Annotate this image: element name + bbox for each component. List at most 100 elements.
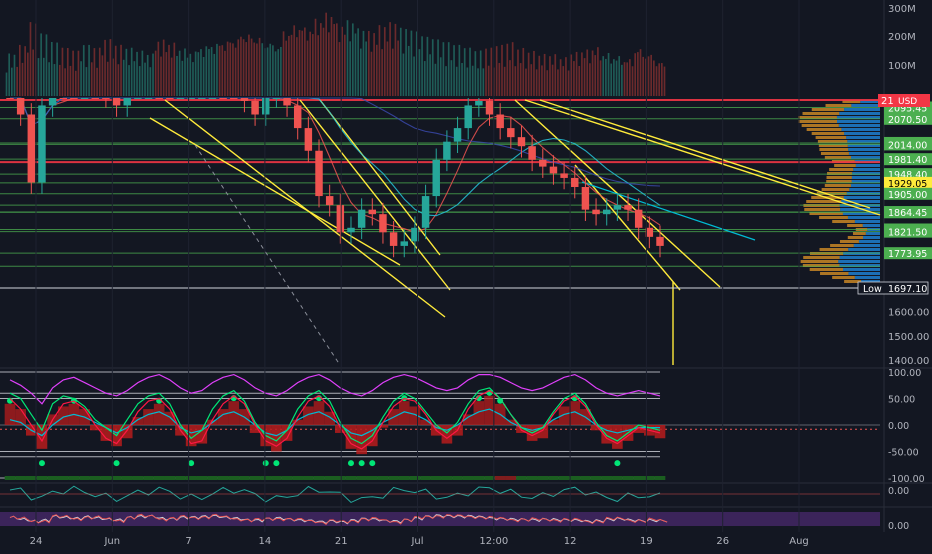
vpvr-bar-blue bbox=[846, 136, 880, 139]
horizontal-levels[interactable] bbox=[0, 99, 880, 267]
time-axis[interactable]: 24 Jun 7 14 21 Jul 12:00 12 19 26 Aug bbox=[30, 0, 809, 547]
volume-tick-label: 200M bbox=[888, 32, 916, 43]
price-level-label: 1929.05 bbox=[888, 179, 927, 190]
volume-bar bbox=[626, 62, 629, 96]
oscillator-histogram-bar bbox=[548, 419, 559, 425]
vpvr-bar-orange bbox=[809, 212, 843, 215]
volume-bar bbox=[365, 41, 367, 96]
volume-bar bbox=[437, 39, 439, 96]
candle-body bbox=[293, 105, 302, 129]
volume-bar bbox=[397, 40, 399, 96]
candle-body bbox=[624, 205, 632, 210]
candle-body bbox=[389, 232, 398, 246]
volume-bar bbox=[325, 12, 328, 96]
candle-body bbox=[400, 241, 408, 246]
vpvr-bar-blue bbox=[858, 240, 880, 243]
oscillator-histogram-bar bbox=[398, 401, 410, 425]
candle-body bbox=[602, 209, 611, 215]
volume-bar bbox=[519, 63, 522, 96]
oscillator-trough-dot bbox=[347, 460, 354, 467]
vpvr-bar-orange bbox=[803, 256, 840, 259]
volume-bar bbox=[58, 64, 61, 96]
oscillator-histogram-bar bbox=[313, 401, 325, 425]
volume-bar bbox=[378, 25, 381, 97]
oscillator-histogram-bar bbox=[89, 425, 101, 431]
trend-strip-segment bbox=[36, 476, 48, 480]
trend-strip-segment bbox=[100, 476, 112, 480]
volume-bar bbox=[258, 37, 261, 96]
time-tick-label: 12 bbox=[564, 536, 577, 547]
vpvr-bar-orange bbox=[821, 188, 850, 191]
volume-bar bbox=[535, 69, 538, 96]
volume-bar bbox=[37, 58, 40, 96]
volume-bar bbox=[170, 57, 173, 96]
volume-bar bbox=[477, 68, 479, 96]
vpvr-bar-orange bbox=[811, 132, 845, 135]
trend-strip-segment bbox=[398, 476, 410, 480]
candle-body bbox=[102, 98, 110, 99]
oscillator-histogram-bar bbox=[4, 403, 16, 425]
volume-bar bbox=[109, 39, 112, 96]
vpvr-bar-blue bbox=[838, 124, 880, 127]
vpvr-bar-blue bbox=[865, 232, 880, 235]
candle-body bbox=[357, 209, 366, 228]
oscillator-histogram-bar bbox=[409, 406, 421, 425]
volume-bar bbox=[629, 59, 631, 96]
volume-bar bbox=[50, 41, 53, 96]
volume-bar bbox=[359, 48, 362, 96]
candle-body bbox=[38, 105, 46, 183]
volume-bar bbox=[557, 69, 559, 96]
candle-body bbox=[251, 100, 259, 115]
volume-bar bbox=[554, 54, 557, 96]
volume-bar bbox=[349, 41, 351, 96]
candle-body bbox=[262, 98, 270, 115]
volume-bar bbox=[165, 52, 168, 96]
candle-body bbox=[613, 205, 622, 210]
cyan-trendline bbox=[581, 181, 756, 241]
candle-body bbox=[336, 205, 345, 233]
volume-bar bbox=[527, 52, 530, 96]
volume-bar bbox=[543, 53, 546, 96]
volume-bar bbox=[181, 60, 184, 96]
vpvr-bar-orange bbox=[832, 276, 855, 279]
trend-strip-segment bbox=[47, 476, 58, 480]
trend-strip-segment bbox=[462, 476, 474, 480]
price-axis[interactable]: 2095.452070.502017.202014.001981.401948.… bbox=[0, 0, 932, 532]
vpvr-bar-orange bbox=[806, 200, 842, 203]
vpvr-bar-orange bbox=[829, 168, 854, 171]
oscillator-histogram-bar bbox=[473, 401, 485, 425]
volume-bar bbox=[621, 64, 623, 96]
volume-pane: 300M 200M 100M bbox=[5, 4, 916, 97]
trend-strip-segment bbox=[15, 476, 26, 480]
volume-bar bbox=[610, 63, 613, 96]
volume-bar bbox=[642, 56, 645, 96]
volume-bar bbox=[415, 31, 418, 97]
volume-bar bbox=[205, 46, 208, 96]
volume-bar bbox=[442, 42, 445, 96]
trend-strip-segment bbox=[143, 476, 154, 480]
volume-bar bbox=[56, 42, 58, 96]
volume-bar bbox=[194, 51, 197, 96]
trendline bbox=[539, 99, 871, 209]
volume-bar bbox=[479, 50, 482, 96]
vpvr-bar-blue bbox=[839, 112, 880, 115]
price-level-label-bg bbox=[884, 138, 932, 151]
volume-bar bbox=[21, 62, 24, 96]
volume-bar bbox=[426, 36, 429, 96]
candle-body bbox=[421, 196, 430, 228]
volume-bar bbox=[18, 44, 21, 96]
candle-body bbox=[187, 98, 195, 99]
price-level-label: 1773.95 bbox=[888, 249, 927, 260]
candle-body bbox=[656, 236, 664, 246]
candle-body bbox=[592, 209, 600, 215]
volume-bar bbox=[106, 61, 109, 96]
oscillator-line bbox=[9, 387, 661, 445]
candle-body bbox=[432, 159, 440, 197]
trendlines[interactable] bbox=[149, 99, 881, 366]
trend-strip-segment bbox=[260, 476, 272, 480]
volume-bar bbox=[45, 34, 48, 96]
volume-bar bbox=[234, 47, 237, 96]
volume-bar bbox=[218, 45, 221, 96]
